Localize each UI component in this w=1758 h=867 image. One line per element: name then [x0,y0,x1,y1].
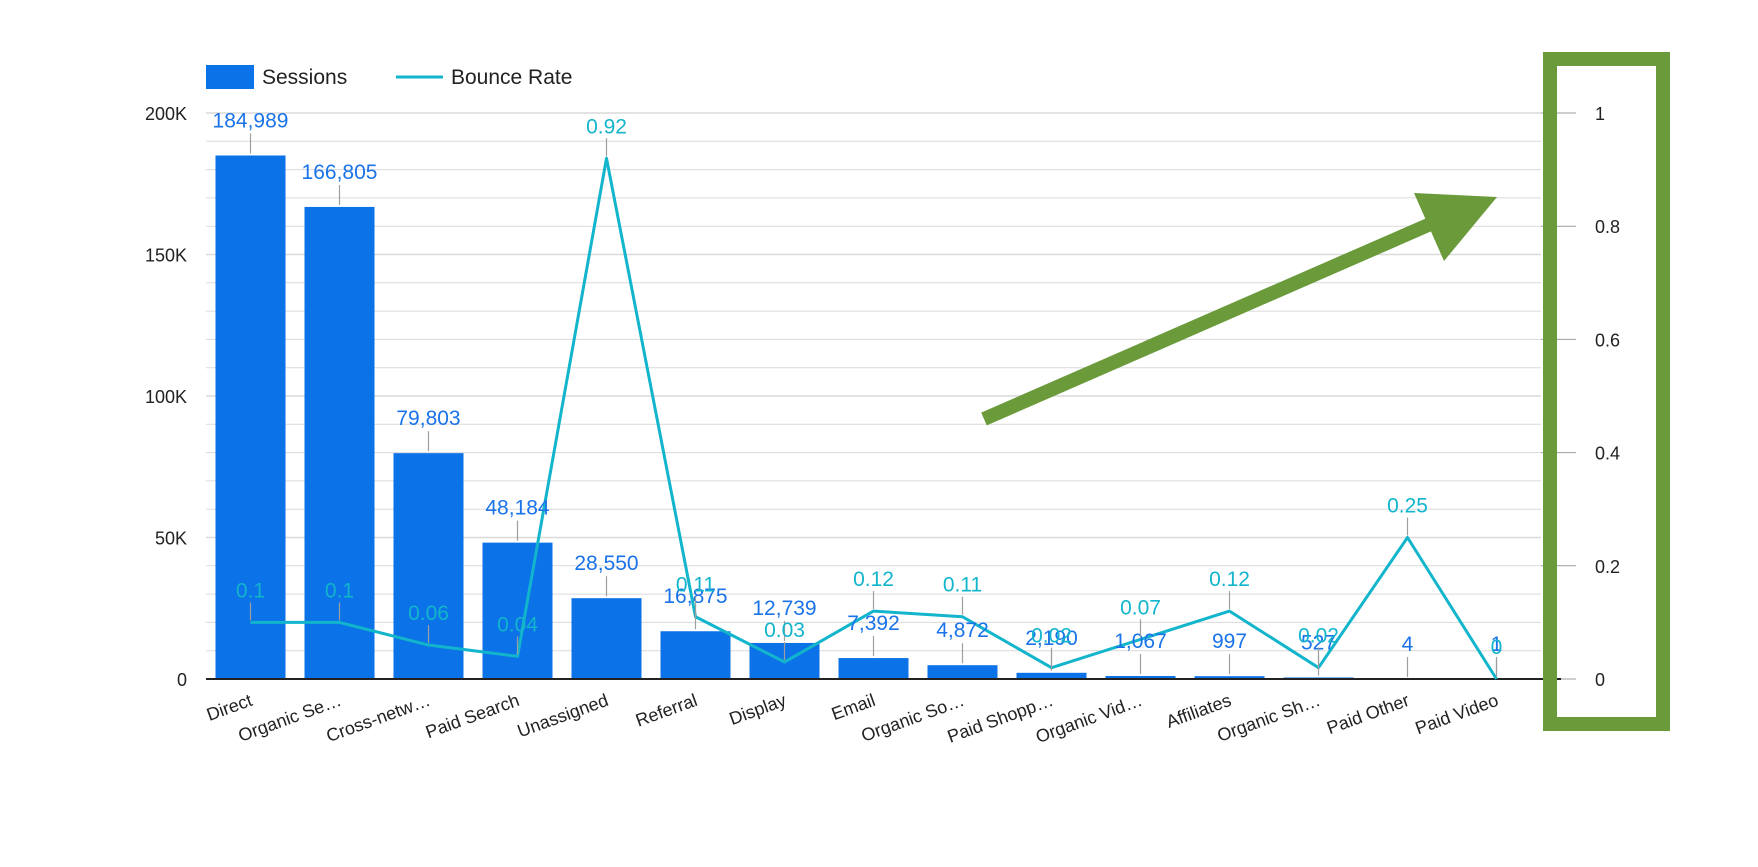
sessions-data-labels: 184,989166,80579,80348,18428,55016,87512… [213,109,1503,677]
legend-label-sessions: Sessions [262,66,347,89]
line-data-label: 0.02 [1031,625,1072,648]
line-data-label: 0.11 [676,574,715,597]
category-label: Paid Other [1324,690,1412,738]
category-label: Paid Search [423,690,522,742]
legend[interactable]: Sessions Bounce Rate [206,65,572,89]
bar-data-label: 4,872 [936,619,989,642]
bar-data-label: 997 [1212,630,1247,653]
bar-data-label: 527 [1301,632,1336,655]
bar-data-label: 166,805 [302,161,378,184]
category-label: Email [829,690,878,724]
category-label: Direct [204,690,255,725]
right-axis-tick-label: 0.6 [1595,330,1620,350]
legend-swatch-sessions [206,65,254,89]
annotation [981,52,1670,731]
annotation-arrow-head [1414,193,1497,261]
legend-item-sessions[interactable]: Sessions [206,65,347,89]
bar-data-label: 7,392 [847,612,900,635]
line-data-label: 0.02 [1298,625,1339,648]
bar-data-label: 79,803 [396,407,460,430]
right-axis: 0 0.2 0.4 0.6 0.8 1 [1541,104,1620,690]
line-data-label: 0.92 [586,115,627,138]
line-data-label: 0.1 [236,579,265,602]
left-axis: 0 50K 100K 150K 200K [145,104,187,690]
bar [482,542,553,679]
bar [1194,676,1265,679]
category-label: Referral [633,690,700,731]
annotation-arrow-shaft [981,212,1445,426]
bar [1105,675,1176,679]
bar-data-label: 28,550 [574,552,638,575]
bar [927,665,998,679]
annotation-highlight-box [1543,52,1670,731]
bar-data-label: 48,184 [485,497,550,520]
left-axis-tick-label: 50K [155,529,187,549]
bar-data-label: 184,989 [213,109,289,132]
line-data-label: 0.06 [408,602,449,625]
bounce-rate-line [250,156,1498,680]
line-data-label: 0.03 [764,619,805,642]
line-data-label: 0.04 [497,613,538,636]
category-label: Organic Sh… [1214,690,1322,746]
line-data-label: 0.12 [853,568,894,591]
sessions-bars [215,155,1532,680]
bar [304,206,375,680]
bounce-rate-polyline [250,156,1498,680]
bar-data-label: 2,190 [1025,627,1078,650]
left-axis-tick-label: 0 [177,670,187,690]
bar-data-label: 4 [1402,633,1414,656]
line-data-label: 0.07 [1120,596,1161,619]
line-data-label: 0.25 [1387,495,1428,518]
left-axis-tick-label: 150K [145,246,187,266]
bounce-rate-data-labels: 0.1 0.1 0.06 0.04 0.92 0.11 0.03 0.12 0.11 0.02 0.… [236,115,1502,677]
right-axis-tick-label: 0.8 [1595,217,1620,237]
bar [215,155,286,679]
right-axis-tick-label: 0.4 [1595,444,1620,464]
bar [571,598,642,679]
legend-item-bounce-rate[interactable]: Bounce Rate [396,66,572,89]
left-axis-tick-label: 100K [145,387,187,407]
category-label: Unassigned [515,690,611,741]
bar-data-label: 12,739 [752,597,816,620]
bar [838,658,909,679]
bar [1016,672,1087,679]
right-axis-tick-label: 0.2 [1595,557,1620,577]
category-label: Paid Video [1413,690,1501,738]
right-axis-tick-label: 1 [1595,104,1605,124]
line-data-label: 0 [1491,636,1503,659]
bar-data-label: 1,067 [1114,630,1167,653]
bar [660,631,731,679]
line-data-label: 0.1 [325,579,354,602]
right-axis-tick-label: 0 [1595,670,1605,690]
category-label: Display [727,690,789,729]
bar-data-label: 1 [1491,633,1503,656]
legend-label-bounce-rate: Bounce Rate [451,66,572,89]
left-axis-tick-label: 200K [145,104,187,124]
line-data-label: 0.12 [1209,568,1250,591]
line-data-label: 0.11 [943,574,982,597]
